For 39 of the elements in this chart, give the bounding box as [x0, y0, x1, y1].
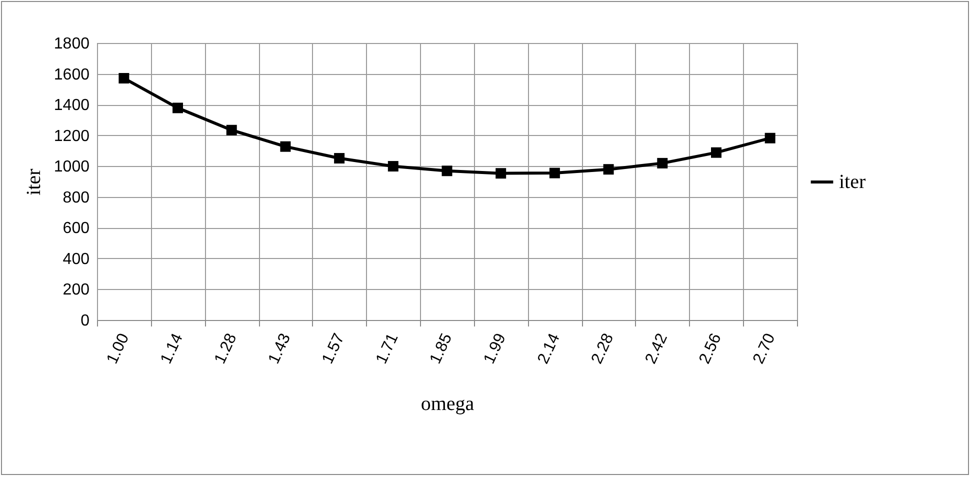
y-tick-label: 600: [62, 220, 90, 238]
x-tick-label: 1.14: [158, 331, 186, 367]
y-tick-label: 1600: [54, 66, 90, 84]
x-tick-label: 1.57: [319, 331, 348, 367]
y-tick-label: 0: [80, 312, 90, 330]
point: [388, 161, 398, 172]
point: [334, 153, 345, 164]
x-tick-label: 1.00: [104, 331, 133, 367]
x-tick-label: 2.70: [750, 331, 779, 367]
x-tick-label: 1.43: [266, 331, 294, 367]
point: [118, 72, 130, 84]
y-axis-title: iter: [22, 168, 45, 196]
y-tick-label: 200: [62, 282, 90, 299]
x-tick-label: 2.42: [642, 331, 672, 367]
point: [442, 166, 452, 176]
x-tick-label: 1.71: [373, 331, 402, 367]
y-tick-label: 1800: [54, 36, 90, 52]
point: [172, 102, 184, 114]
x-tick-label: 2.56: [696, 331, 725, 367]
x-tick-label: 1.28: [212, 331, 240, 367]
x-tick-label: 2.14: [534, 331, 564, 367]
y-tick-label: 1400: [54, 97, 90, 114]
point: [280, 141, 291, 152]
point: [226, 124, 237, 136]
x-axis-title: omega: [420, 393, 474, 416]
x-tick-label: 1.85: [427, 331, 456, 367]
point: [657, 158, 668, 168]
legend-label: iter: [839, 171, 866, 193]
point: [603, 164, 614, 175]
y-tick-label: 1000: [54, 158, 90, 176]
point: [764, 132, 776, 144]
y-tick-label: 400: [62, 250, 90, 268]
y-tick-label: 800: [62, 189, 90, 206]
x-tick-label: 1.99: [480, 331, 510, 367]
point: [710, 147, 722, 158]
point: [549, 168, 560, 178]
x-tick-label: 2.28: [588, 331, 618, 367]
point: [496, 168, 506, 179]
y-tick-label: 1200: [54, 128, 90, 145]
